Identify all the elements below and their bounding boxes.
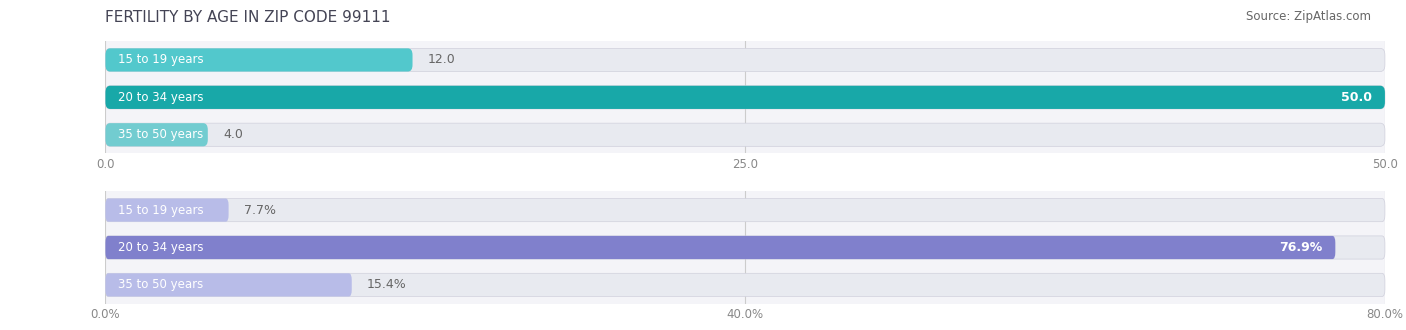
Text: 7.7%: 7.7%	[245, 204, 276, 216]
FancyBboxPatch shape	[105, 236, 1385, 259]
Text: 35 to 50 years: 35 to 50 years	[118, 279, 204, 291]
FancyBboxPatch shape	[105, 49, 412, 72]
Text: 15 to 19 years: 15 to 19 years	[118, 204, 204, 216]
Text: 15.4%: 15.4%	[367, 279, 406, 291]
Text: 4.0: 4.0	[224, 128, 243, 141]
Text: 15 to 19 years: 15 to 19 years	[118, 53, 204, 66]
FancyBboxPatch shape	[105, 123, 1385, 146]
Text: 20 to 34 years: 20 to 34 years	[118, 91, 204, 104]
Text: Source: ZipAtlas.com: Source: ZipAtlas.com	[1246, 10, 1371, 23]
FancyBboxPatch shape	[105, 273, 352, 296]
FancyBboxPatch shape	[105, 199, 1385, 222]
Text: 12.0: 12.0	[427, 53, 456, 66]
Text: 35 to 50 years: 35 to 50 years	[118, 128, 204, 141]
FancyBboxPatch shape	[105, 49, 1385, 72]
Text: FERTILITY BY AGE IN ZIP CODE 99111: FERTILITY BY AGE IN ZIP CODE 99111	[105, 10, 391, 25]
Text: 50.0: 50.0	[1341, 91, 1372, 104]
FancyBboxPatch shape	[105, 86, 1385, 109]
Text: 76.9%: 76.9%	[1279, 241, 1323, 254]
FancyBboxPatch shape	[105, 236, 1336, 259]
FancyBboxPatch shape	[105, 199, 229, 222]
FancyBboxPatch shape	[105, 273, 1385, 296]
Text: 20 to 34 years: 20 to 34 years	[118, 241, 204, 254]
FancyBboxPatch shape	[105, 123, 208, 146]
FancyBboxPatch shape	[105, 86, 1385, 109]
